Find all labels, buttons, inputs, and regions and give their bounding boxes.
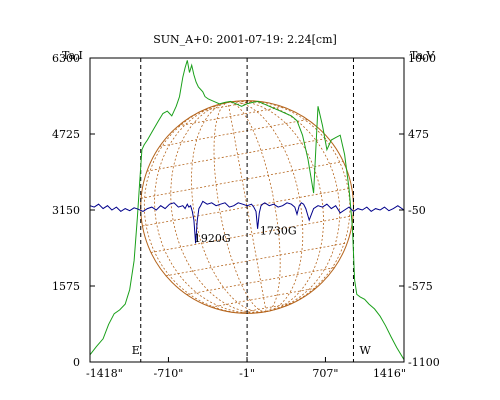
latitude-line [146,137,329,172]
latitude-line [178,106,283,127]
annotation-label: 1920G [194,232,231,245]
longitude-line [228,102,281,312]
left-tick-label: 3150 [52,204,80,217]
longitude-line [191,102,267,313]
x-axis-ticks: -1418" -710" -1" 707" 1416" [86,357,406,380]
left-tick-label: 1575 [52,280,80,293]
longitude-line [228,101,324,312]
longitude-line [170,102,267,313]
right-tick-label: 1000 [408,52,436,65]
longitude-line [213,102,267,313]
limb-marker-label: E [132,344,140,357]
longitude-line [228,100,341,312]
right-axis-label: Ta,V [410,49,436,62]
annotation-label: 1730G [260,225,297,238]
longitude-line [228,101,304,312]
right-axis-ticks: -1100 -575 -50 475 1000 [399,52,440,369]
longitude-line [154,102,267,314]
left-axis-label: Ta,I [62,49,83,62]
x-tick-label: -1418" [86,367,123,380]
chart-title: SUN_A+0: 2001-07-19: 2.24[cm] [153,33,337,46]
right-tick-label: -50 [408,204,426,217]
left-tick-label: 4725 [52,128,80,141]
left-tick-label: 0 [73,356,80,369]
x-tick-label: 707" [312,367,338,380]
x-tick-label: 1416" [373,367,406,380]
left-axis-ticks: 0 1575 3150 4725 6300 [52,52,95,369]
longitude-line [228,100,351,312]
latitude-line [141,161,344,199]
right-tick-label: -575 [408,280,433,293]
x-tick-label: -1" [239,367,255,380]
x-tick-label: -710" [154,367,184,380]
series-line-polarization [89,200,405,244]
left-tick-label: 6300 [52,52,80,65]
annotations: 1920G 1730G [194,225,297,245]
latitude-line [211,287,317,308]
latitude-line [186,267,335,295]
right-tick-label: 475 [408,128,429,141]
series-lines [89,60,405,360]
series-line-intensity [89,60,405,360]
limb-marker-label: W [359,344,371,357]
longitude-line [143,102,267,314]
right-tick-label: -1100 [408,356,440,369]
